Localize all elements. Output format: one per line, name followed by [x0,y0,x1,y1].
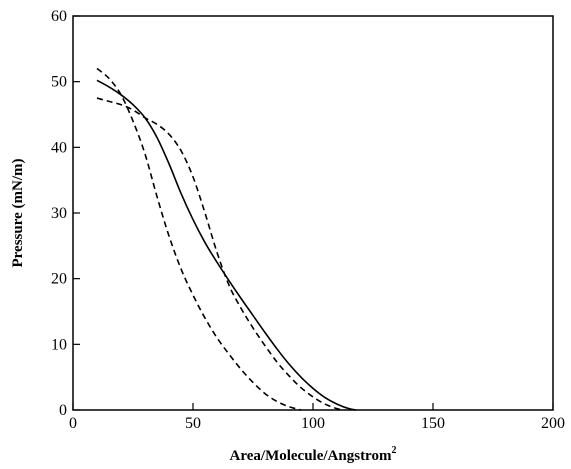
y-tick-label: 20 [51,271,67,288]
x-tick-label: 50 [185,415,201,432]
y-tick-label: 0 [59,402,67,419]
series-line-1-solid [96,79,357,411]
x-tick-label: 200 [541,415,565,432]
y-tick-label: 60 [51,8,67,25]
series-line-3-dashed [96,97,345,411]
y-tick-label: 10 [51,336,67,353]
x-tick-label: 150 [421,415,445,432]
y-axis-title: Pressure (mN/m) [10,158,26,267]
y-tick-label: 30 [51,205,67,222]
x-axis-title-text: Area/Molecule/Angstrom [230,448,392,464]
x-axis-title: Area/Molecule/Angstrom2 [230,445,397,464]
series-layer [96,67,357,411]
y-tick-label: 40 [51,139,67,156]
y-tick-label: 50 [51,74,67,91]
x-tick-label: 0 [69,415,77,432]
x-tick-label: 100 [301,415,325,432]
series-line-2-dashed [96,67,302,411]
x-axis-title-superscript: 2 [391,445,396,456]
plot-frame [72,15,554,411]
ticks-layer: 0 50 100 150 200 0 10 20 30 40 50 60 [51,8,565,432]
